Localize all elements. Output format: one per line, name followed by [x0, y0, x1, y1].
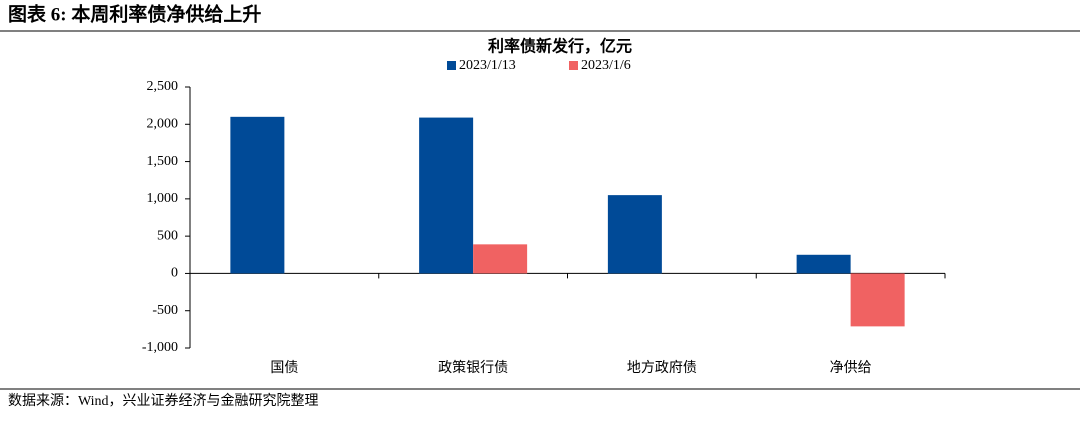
bar: [473, 244, 528, 274]
y-tick-label: 1,500: [147, 154, 179, 169]
legend-swatch: [447, 61, 456, 70]
bar: [230, 116, 285, 274]
y-tick-label: -500: [152, 303, 178, 318]
x-tick-label: 地方政府债: [627, 360, 697, 376]
x-tick-label: 净供给: [830, 360, 872, 376]
header-title: 图表 6: 本周利率债净供给上升: [8, 2, 261, 25]
legend-label: 2023/1/13: [459, 58, 516, 73]
bar: [419, 117, 474, 274]
bar: [796, 254, 851, 274]
source: 数据来源：Wind，兴业证券经济与金融研究院整理: [8, 393, 319, 409]
bar: [607, 195, 662, 274]
y-tick-label: 500: [157, 228, 178, 243]
bar: [850, 273, 905, 327]
legend-swatch: [569, 61, 578, 70]
x-tick-label: 政策银行债: [438, 359, 508, 376]
legend-label: 2023/1/6: [581, 58, 631, 73]
y-tick-label: 0: [171, 266, 178, 281]
chart-title: 利率债新发行，亿元: [488, 37, 632, 56]
x-tick-label: 国债: [270, 360, 298, 376]
y-tick-label: -1,000: [142, 340, 178, 355]
y-tick-label: 2,000: [147, 117, 179, 132]
y-tick-label: 2,500: [147, 79, 179, 94]
y-tick-label: 1,000: [147, 191, 179, 206]
